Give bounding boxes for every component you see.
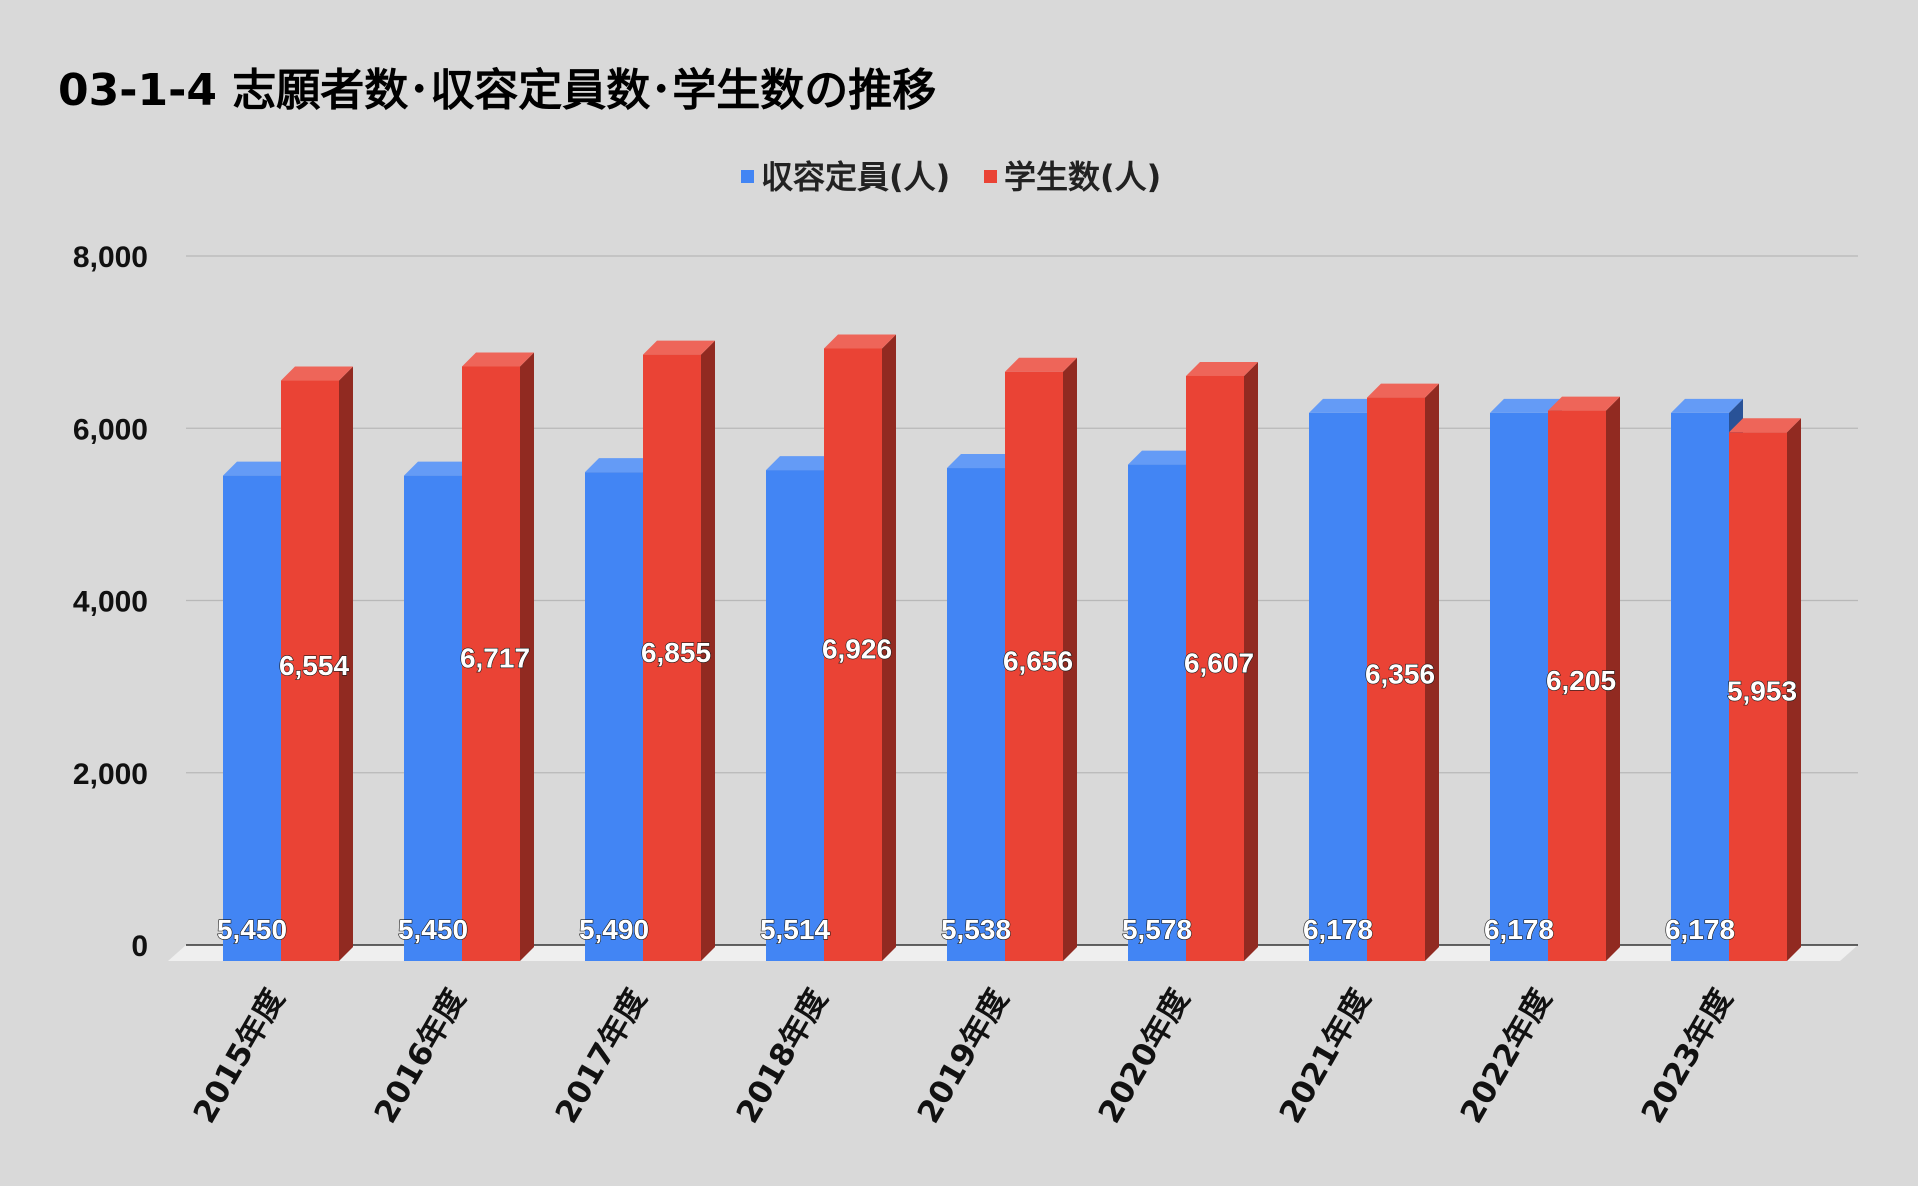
data-label: 6,717 [460,643,530,674]
y-tick-label: 4,000 [73,586,148,619]
bar-front [281,380,339,961]
bar-students [462,352,534,961]
bar-side [1063,357,1077,961]
chart-title: 03-1-4 志願者数･収容定員数･学生数の推移 [58,65,936,116]
bar-front [947,468,1005,961]
bar-top [1367,383,1439,398]
data-label: 5,538 [941,914,1011,945]
bar-front [1729,432,1787,962]
bar-students [824,334,896,961]
data-label: 6,607 [1184,647,1254,678]
bar-students [1548,396,1620,961]
bar-front [1548,410,1606,961]
bar-top [824,334,896,349]
bar-front [223,475,281,961]
bar-side [1606,396,1620,961]
y-tick-label: 2,000 [73,758,148,791]
bar-top [1309,398,1381,413]
data-label: 5,490 [579,914,649,945]
data-labels: 5,450 6,554 5,450 6,717 5,490 6,855 5,514 6,926… [216,633,1797,945]
bar-students [1367,383,1439,962]
data-label: 6,554 [279,650,349,681]
legend: 収容定員(人) 学生数(人) [741,158,1161,196]
legend-label-capacity: 収容定員(人) [761,158,950,196]
bar-front [824,348,882,961]
data-label: 6,178 [1665,914,1735,945]
bars [223,334,1801,962]
bar-top [585,458,657,473]
bar-top [281,366,353,381]
bar-front [404,475,462,961]
data-label: 6,855 [641,637,711,668]
bar-side [520,352,534,961]
bar-top [1729,418,1801,433]
data-label: 6,178 [1484,914,1554,945]
data-label: 5,578 [1122,914,1192,945]
bar-top [404,461,476,476]
bar-students [1729,418,1801,962]
legend-swatch-capacity [741,170,754,183]
bar-front [1186,375,1244,961]
bar-side [339,366,353,961]
data-label: 5,450 [217,914,287,945]
bar-front [766,470,824,961]
bar-side [1425,383,1439,962]
data-label: 6,205 [1546,665,1616,696]
bar-students [1186,361,1258,961]
bar-top [1490,398,1562,413]
data-label: 5,514 [760,914,830,945]
bar-top [1005,357,1077,372]
bar-top [1671,398,1743,413]
y-axis: 0 2,000 4,000 6,000 8,000 [73,241,148,963]
bar-top [947,454,1019,469]
bar-students [281,366,353,961]
bar-top [1128,450,1200,465]
bar-top [1548,396,1620,411]
bar-side [1244,361,1258,961]
data-label: 6,178 [1303,914,1373,945]
bar-front [1005,371,1063,961]
bar-students [1005,357,1077,961]
bar-top [1186,361,1258,376]
data-label: 6,656 [1003,645,1073,676]
bar-side [1787,418,1801,962]
bar-students [643,340,715,961]
bar-front [585,472,643,961]
bar-front [1367,397,1425,962]
bar-top [766,456,838,471]
bar-side [701,340,715,961]
bar-front [462,366,520,961]
data-label: 6,356 [1365,658,1435,689]
y-tick-label: 8,000 [73,241,148,274]
bar-front [643,354,701,961]
bar-front [1128,464,1186,961]
data-label: 5,450 [398,914,468,945]
y-tick-label: 6,000 [73,413,148,446]
bar-front [1671,412,1729,961]
legend-swatch-students [984,170,997,183]
bar-front [1309,412,1367,961]
y-tick-label: 0 [131,930,148,963]
data-label: 6,926 [822,634,892,665]
bar-top [462,352,534,367]
bar-front [1490,412,1548,961]
bar-top [223,461,295,476]
legend-label-students: 学生数(人) [1004,158,1161,196]
bar-side [882,334,896,961]
bar-top [643,340,715,355]
data-label: 5,953 [1727,676,1797,707]
